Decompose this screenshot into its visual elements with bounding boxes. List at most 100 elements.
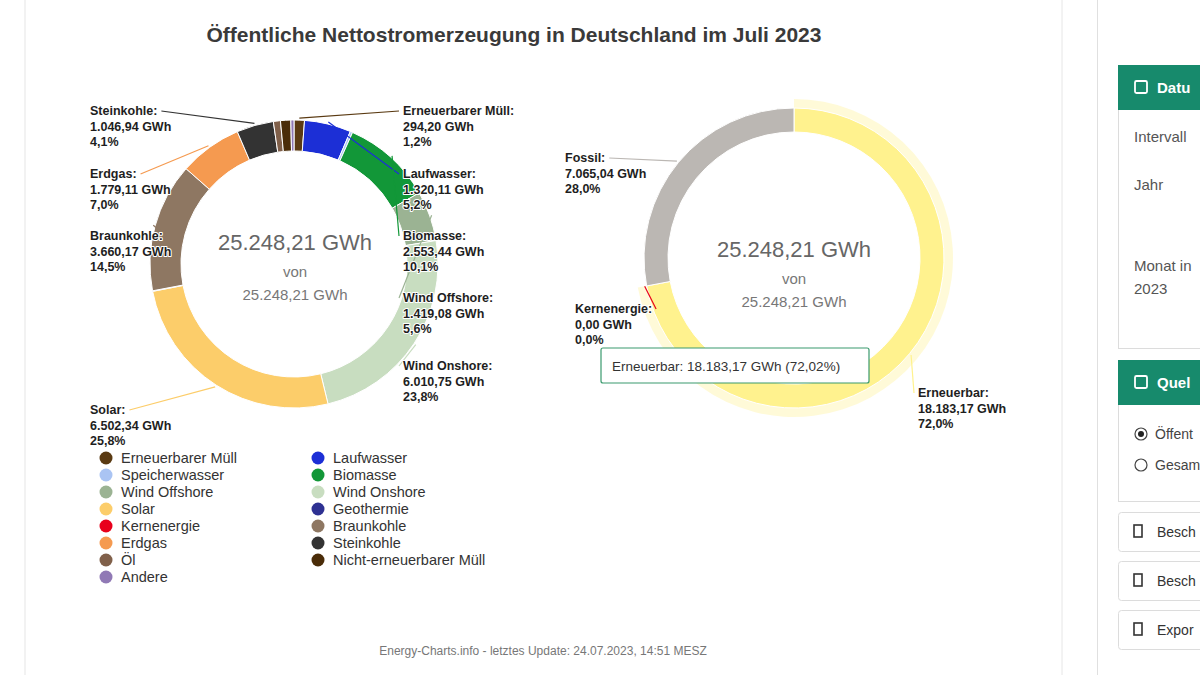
legend-marker: [312, 503, 325, 516]
data-label-percent: 23,8%: [403, 390, 438, 404]
page: Öffentliche Nettostromerzeugung in Deuts…: [0, 0, 1200, 675]
legend-label: Erneuerbarer Müll: [121, 450, 237, 466]
data-labels: Erneuerbar:18.183,17 GWh72,0%Kernenergie…: [565, 151, 1006, 431]
radio-button[interactable]: [1135, 428, 1147, 440]
leader-line: [609, 158, 677, 161]
legend-marker: [312, 469, 325, 482]
data-label-value: 6.010,75 GWh: [403, 375, 484, 389]
donut-chart: Erneuerbarer Müll:294,20 GWh1,2%Laufwass…: [90, 104, 514, 448]
data-label-value: 6.502,34 GWh: [90, 419, 171, 433]
button-icon: [1134, 525, 1142, 537]
data-label-value: 3.660,17 GWh: [90, 245, 171, 259]
legend-label: Wind Offshore: [121, 484, 213, 500]
leader-line: [141, 146, 209, 174]
center-label: von: [782, 270, 806, 287]
legend: Erneuerbarer Müll Laufwasser Speicherwasse…: [100, 450, 486, 585]
data-label-title: Biomasse:: [403, 229, 466, 243]
legend-label: Solar: [121, 501, 155, 517]
tooltip-box: [601, 348, 869, 383]
legend-label: Nicht-erneuerbarer Müll: [333, 552, 485, 568]
data-label-value: 0,00 GWh: [575, 318, 632, 332]
data-label-title: Laufwasser:: [403, 167, 476, 181]
data-label-percent: 4,1%: [90, 135, 119, 149]
legend-label: Erdgas: [121, 535, 167, 551]
panel-icon: [1135, 376, 1147, 388]
data-label-title: Wind Onshore:: [403, 359, 492, 373]
slice: [153, 285, 328, 408]
data-label-value: 7.065,04 GWh: [565, 167, 646, 181]
legend-marker: [312, 520, 325, 533]
tooltip: Erneuerbar: 18.183,17 GWh (72,02%): [601, 348, 869, 383]
slice: [280, 120, 291, 151]
panel-title: Datu: [1157, 79, 1190, 96]
sidebar-button[interactable]: Expor: [1119, 611, 1200, 650]
data-label-value: 1.419,08 GWh: [403, 307, 484, 321]
legend-marker: [312, 537, 325, 550]
tooltip-text: Erneuerbar: 18.183,17 GWh (72,02%): [612, 359, 840, 374]
data-label-percent: 28,0%: [565, 182, 600, 196]
data-label-value: 294,20 GWh: [403, 120, 474, 134]
legend-marker: [312, 452, 325, 465]
data-label-title: Erdgas:: [90, 167, 137, 181]
sidebar-border: [1097, 0, 1098, 675]
radio-label: Gesam: [1155, 457, 1200, 473]
legend-label: Öl: [121, 551, 136, 568]
legend-marker: [312, 554, 325, 567]
leader-line: [392, 156, 399, 236]
legend-label: Laufwasser: [333, 450, 407, 466]
data-label-percent: 72,0%: [918, 417, 953, 431]
panel-card: [1119, 66, 1200, 349]
button-box[interactable]: [1119, 611, 1200, 650]
legend-label: Andere: [121, 569, 168, 585]
radio-dot: [1138, 431, 1144, 437]
data-label-percent: 1,2%: [403, 135, 432, 149]
data-label-title: Fossil:: [565, 151, 605, 165]
legend-marker: [312, 486, 325, 499]
leader-line: [161, 111, 254, 123]
leader-lines: [129, 111, 431, 410]
radio-button[interactable]: [1135, 459, 1147, 471]
slice: [291, 120, 294, 151]
button-box[interactable]: [1119, 562, 1200, 601]
panel-title: Quel: [1157, 374, 1190, 391]
chart-card: [25, 0, 1062, 675]
legend-label: Geothermie: [333, 501, 409, 517]
sidebar-panel: Datu Intervall Jahr Monat in 2023: [1118, 65, 1200, 349]
legend-marker: [100, 486, 113, 499]
slice: [186, 132, 249, 190]
legend-marker: [100, 503, 113, 516]
data-label-percent: 7,0%: [90, 198, 119, 212]
panel-field: Jahr: [1134, 176, 1163, 193]
legend-label: Biomasse: [333, 467, 397, 483]
panel-field: 2023: [1134, 280, 1167, 297]
legend-label: Wind Onshore: [333, 484, 426, 500]
legend-marker: [100, 571, 113, 584]
data-label-percent: 0,0%: [575, 333, 604, 347]
panel-field: Monat in: [1134, 257, 1192, 274]
data-label-value: 18.183,17 GWh: [918, 402, 1006, 416]
data-label-title: Erneuerbar:: [918, 386, 989, 400]
data-label-title: Braunkohle:: [90, 229, 163, 243]
data-label-title: Wind Offshore:: [403, 291, 493, 305]
radio-label: Öffent: [1155, 425, 1193, 442]
button-label: Besch: [1157, 524, 1196, 540]
panel-card: [1119, 361, 1200, 502]
slice: [237, 121, 277, 160]
legend-marker: [100, 554, 113, 567]
legend-marker: [100, 452, 113, 465]
button-label: Besch: [1157, 573, 1196, 589]
button-box[interactable]: [1119, 513, 1200, 552]
button-icon: [1134, 623, 1142, 635]
data-label-percent: 5,6%: [403, 322, 432, 336]
legend-marker: [100, 469, 113, 482]
data-label-percent: 10,1%: [403, 260, 438, 274]
panel-icon: [1135, 81, 1147, 93]
panel-field: Intervall: [1134, 128, 1187, 145]
leader-line: [911, 355, 914, 393]
leader-line: [299, 111, 399, 118]
sidebar-button[interactable]: Besch: [1119, 513, 1200, 552]
legend-label: Speicherwasser: [121, 467, 224, 483]
data-label-title: Steinkohle:: [90, 104, 157, 118]
sidebar-button[interactable]: Besch: [1119, 562, 1200, 601]
center-label: von: [283, 263, 307, 280]
